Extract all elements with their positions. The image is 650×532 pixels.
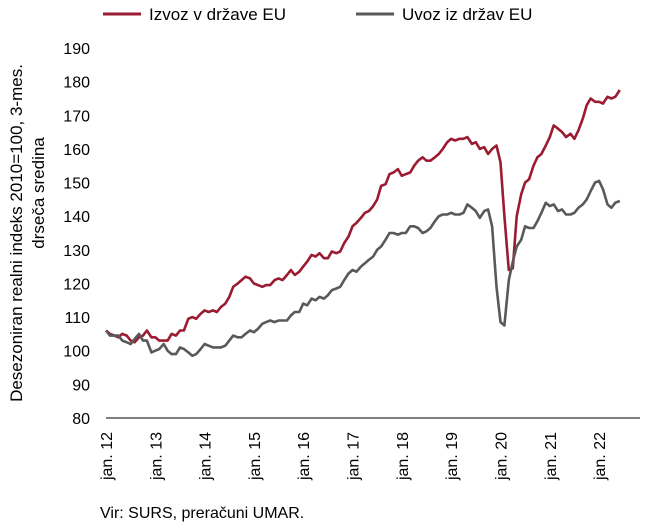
y-tick-label: 120: [63, 276, 90, 293]
y-tick-label: 130: [63, 243, 90, 260]
y-tick-label: 170: [63, 108, 90, 125]
x-tick-label: jan. 21: [543, 432, 560, 481]
x-tick-label: jan. 12: [99, 432, 116, 481]
y-tick-label: 180: [63, 75, 90, 92]
y-axis-title: Desezoniran realni indeks 2010=100, 3-me…: [7, 64, 48, 402]
y-tick-label: 140: [63, 209, 90, 226]
x-tick-label: jan. 18: [395, 432, 412, 481]
y-tick-label: 160: [63, 142, 90, 159]
legend-label-2: Uvoz iz držav EU: [402, 5, 532, 24]
x-tick-label: jan. 17: [346, 432, 363, 481]
legend-label-1: Izvoz v države EU: [149, 5, 286, 24]
y-axis-title-line-2: drseča sredina: [29, 137, 48, 249]
x-tick-label: jan. 20: [493, 432, 510, 481]
x-tick-label: jan. 16: [296, 432, 313, 481]
y-axis-title-line-1: Desezoniran realni indeks 2010=100, 3-me…: [7, 64, 26, 402]
source-note: Vir: SURS, preračuni UMAR.: [100, 505, 305, 522]
x-axis-ticks: jan. 12 jan. 13 jan. 14 jan. 15 jan. 16 jan. …: [99, 432, 609, 481]
x-tick-label: jan. 22: [592, 432, 609, 481]
y-tick-label: 90: [72, 377, 90, 394]
y-tick-label: 80: [72, 411, 90, 428]
x-tick-label: jan. 15: [247, 432, 264, 481]
legend: Izvoz v države EU Uvoz iz držav EU: [103, 5, 532, 24]
y-tick-label: 150: [63, 176, 90, 193]
y-tick-label: 100: [63, 344, 90, 361]
x-tick-label: jan. 13: [148, 432, 165, 481]
series-line-1: [105, 89, 621, 344]
x-tick-label: jan. 14: [198, 432, 215, 481]
series-line-2: [104, 179, 621, 358]
y-tick-label: 110: [64, 310, 90, 327]
series-lines: [104, 89, 621, 358]
y-tick-label: 190: [63, 41, 90, 58]
x-tick-label: jan. 19: [444, 432, 461, 481]
y-axis-ticks: 80 90 100 110 120 130 140 150 160 170 180 190: [63, 41, 90, 428]
